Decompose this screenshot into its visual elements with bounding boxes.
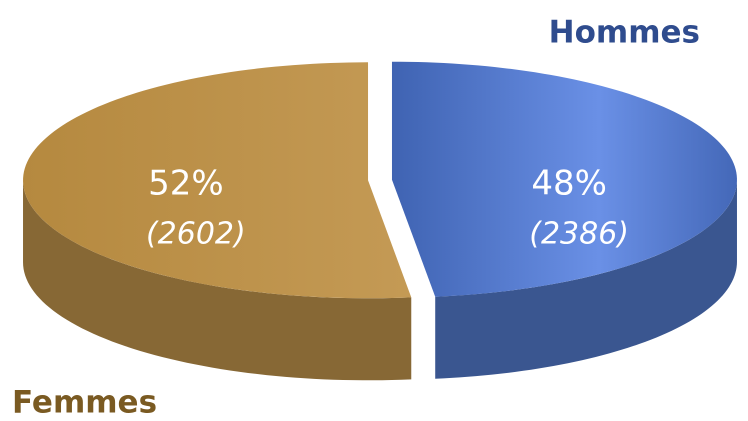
category-label: Femmes xyxy=(12,385,157,421)
slice-side xyxy=(23,180,412,381)
pie xyxy=(23,61,737,381)
count-label: (2386) xyxy=(529,217,629,252)
slice-side xyxy=(435,179,737,379)
labels: 48% (2386) 52% (2602) Hommes Femmes xyxy=(12,15,700,421)
value-label: 48% xyxy=(531,164,607,204)
category-label: Hommes xyxy=(549,15,700,51)
slice xyxy=(391,61,737,297)
count-label: (2602) xyxy=(146,217,246,252)
slice xyxy=(23,62,412,299)
value-label: 52% xyxy=(148,164,224,204)
